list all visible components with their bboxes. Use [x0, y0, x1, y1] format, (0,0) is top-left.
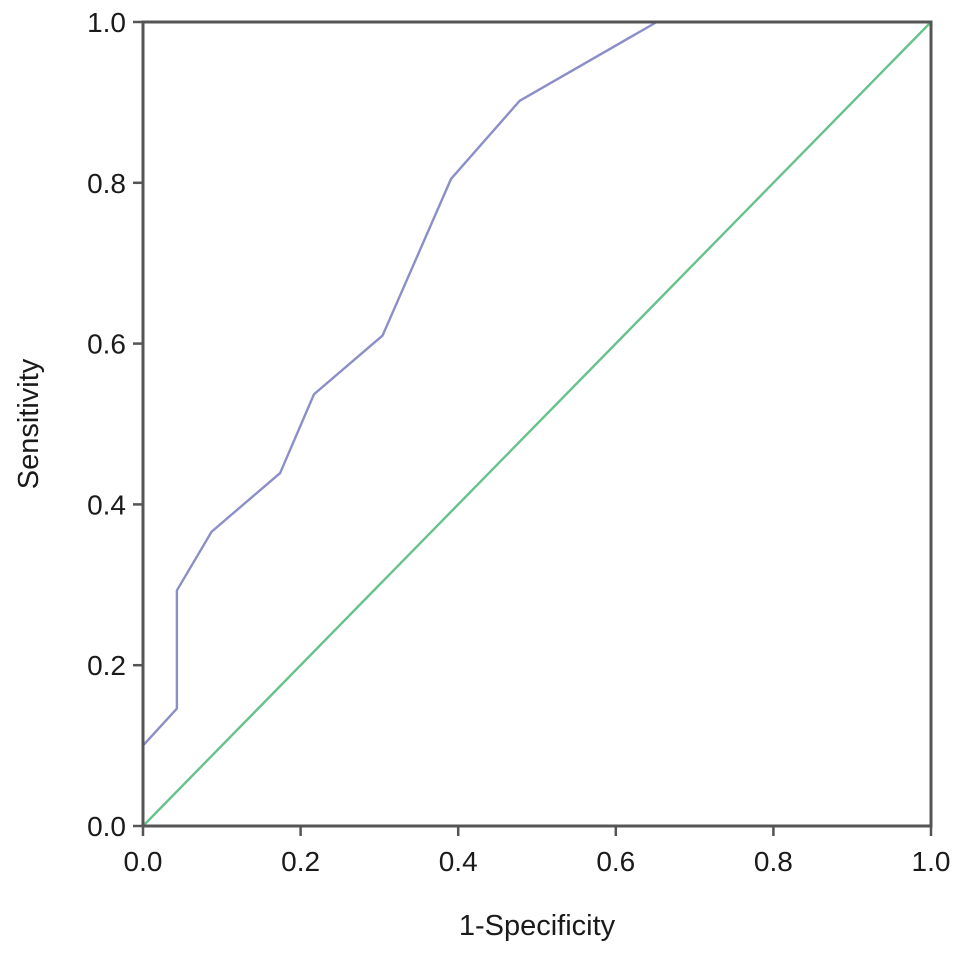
- x-axis-label: 1-Specificity: [459, 910, 616, 942]
- x-tick-label: 0.0: [124, 846, 163, 877]
- x-tick-label: 0.8: [754, 846, 793, 877]
- y-tick-label: 0.2: [87, 650, 126, 681]
- reference-diagonal-line: [142, 21, 932, 827]
- x-tick-label: 0.6: [596, 846, 635, 877]
- x-tick-label: 0.2: [281, 846, 320, 877]
- x-tick-label: 0.4: [439, 846, 478, 877]
- y-axis-label: Sensitivity: [13, 358, 45, 489]
- y-tick-label: 1.0: [87, 7, 126, 38]
- y-tick-label: 0.6: [87, 329, 126, 360]
- y-tick-label: 0.8: [87, 168, 126, 199]
- y-tick-label: 0.4: [87, 489, 126, 520]
- x-axis-ticks: 0.0 0.2 0.4 0.6 0.8 1.0: [124, 826, 951, 877]
- plot-frame: [141, 20, 933, 828]
- x-tick-label: 1.0: [912, 846, 951, 877]
- series-layer: [141, 20, 932, 827]
- roc-curve-line: [141, 20, 931, 826]
- y-axis-ticks: 0.0 0.2 0.4 0.6 0.8 1.0: [87, 7, 143, 842]
- y-tick-label: 0.0: [87, 811, 126, 842]
